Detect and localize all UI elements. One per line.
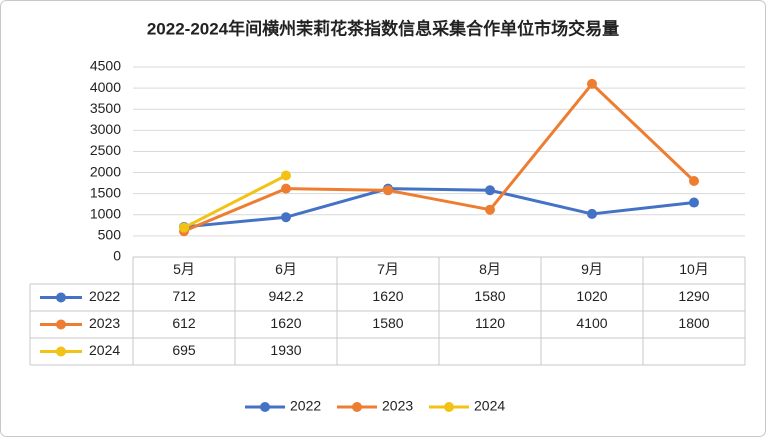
table-cell: 1290 (678, 288, 709, 304)
chart-title: 2022-2024年间横州茉莉花茶指数信息采集合作单位市场交易量 (147, 18, 619, 38)
table-cell: 695 (172, 342, 196, 358)
table-cell: 1800 (678, 315, 709, 331)
point (587, 208, 597, 219)
y-tick-label: 0 (113, 248, 121, 264)
y-tick-label: 2000 (90, 163, 121, 179)
table-cell: 1620 (372, 288, 403, 304)
y-tick-label: 1000 (90, 205, 121, 221)
point (587, 78, 597, 89)
point (281, 170, 291, 181)
table-cell: 1120 (475, 315, 505, 331)
point (383, 185, 393, 196)
table-cell: 1580 (372, 315, 403, 331)
table-series-name: 2024 (89, 342, 120, 358)
legend-label: 2023 (382, 398, 413, 414)
y-tick-label: 3000 (90, 121, 121, 137)
legend-label: 2022 (290, 398, 321, 414)
point (179, 222, 189, 233)
table-series-name: 2022 (89, 288, 120, 304)
series-line (183, 174, 287, 229)
table-cell: 712 (172, 288, 196, 304)
y-tick-label: 500 (98, 227, 122, 243)
table-cell: 4100 (576, 315, 607, 331)
point (689, 197, 699, 208)
point (485, 185, 495, 196)
table-cell: 1020 (576, 288, 607, 304)
table-legend-marker (56, 319, 66, 330)
table-legend-marker (56, 292, 66, 303)
legend-label: 2024 (474, 398, 505, 414)
point (689, 176, 699, 186)
point (281, 183, 291, 194)
table-cell: 942.2 (268, 288, 303, 304)
x-tick-label: 9月 (581, 261, 603, 277)
legend-marker (260, 402, 270, 412)
legend-marker (352, 402, 362, 412)
x-tick-label: 7月 (377, 261, 399, 277)
x-tick-label: 10月 (679, 261, 709, 277)
table-cell: 1620 (270, 315, 301, 331)
y-tick-label: 4000 (90, 79, 121, 95)
x-tick-label: 6月 (275, 261, 297, 277)
table-cell: 1580 (474, 288, 505, 304)
x-tick-label: 8月 (479, 261, 501, 277)
y-tick-label: 4500 (90, 58, 121, 74)
y-tick-label: 1500 (90, 184, 121, 200)
table-series-name: 2023 (89, 315, 120, 331)
y-tick-label: 3500 (90, 100, 121, 116)
point (281, 212, 291, 223)
table-cell: 612 (172, 315, 196, 331)
point (485, 204, 495, 215)
series-line (183, 187, 695, 229)
table-legend-marker (56, 346, 66, 357)
legend-marker (444, 402, 454, 412)
x-tick-label: 5月 (173, 261, 195, 277)
series-line (183, 82, 696, 233)
table-cell: 1930 (270, 342, 301, 358)
y-tick-label: 2500 (90, 142, 121, 158)
